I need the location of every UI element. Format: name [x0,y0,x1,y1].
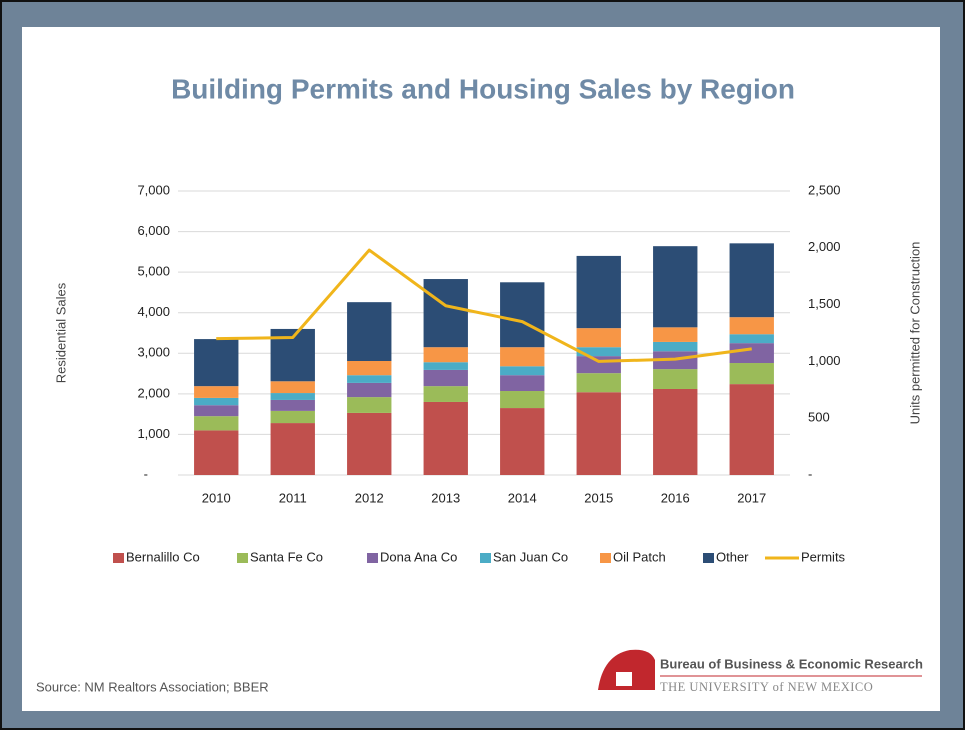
line-series [216,248,752,363]
legend-swatch [237,553,248,563]
bar-segment [500,282,545,348]
bar-segment [729,343,774,364]
x-tick-label: 2017 [737,490,766,505]
logo: Bureau of Business & Economic Research T… [598,649,923,694]
bar-segment [194,416,239,431]
bar-segment [347,360,392,376]
bar-segment [423,347,468,363]
bar-segment [347,382,392,398]
slide-background [22,27,940,711]
legend-label: Oil Patch [613,549,666,564]
y-axis-title: Residential Sales [53,282,68,383]
bar-segment [500,375,545,392]
legend-swatch [480,553,491,563]
y-tick-label: 6,000 [137,223,170,238]
y2-axis-title: Units permitted for Construction [907,242,922,425]
x-tick-label: 2015 [584,490,613,505]
y-tick-label: 3,000 [137,345,170,360]
y-tick-label: 5,000 [137,264,170,279]
legend-swatch [113,553,124,563]
bar-segment [576,328,621,348]
bar-segment [576,392,621,475]
y-tick-label: 1,000 [137,426,170,441]
legend-label: Permits [801,549,846,564]
y-tick-label: 7,000 [137,182,170,197]
y2-tick-label: 500 [808,410,830,425]
bar-segment [194,397,239,406]
bar-segment [347,302,392,361]
bar-segment [347,412,392,475]
legend-swatch [703,553,714,563]
y2-tick-label: - [808,466,812,481]
bar-segment [653,246,698,328]
bar-segment [729,317,774,335]
y-tick-label: 2,000 [137,385,170,400]
bar-segment [576,373,621,393]
bar-segment [423,401,468,475]
x-tick-label: 2014 [508,490,537,505]
bar-segment [576,347,621,357]
bar-segment [500,366,545,376]
x-tick-label: 2016 [661,490,690,505]
bar-segment [270,423,315,475]
bar-segment [347,397,392,413]
bar-segment [423,386,468,402]
logo-org: Bureau of Business & Economic Research [660,656,923,671]
legend-swatch [600,553,611,563]
bar-segment [270,381,315,394]
logo-window [616,672,632,686]
legend-label: Santa Fe Co [250,549,323,564]
bar-segment [729,363,774,385]
bar-segment [194,430,239,475]
source-note: Source: NM Realtors Association; BBER [36,679,269,694]
bar-segment [729,384,774,475]
legend-label: Other [716,549,749,564]
y-tick-label: 4,000 [137,304,170,319]
legend-swatch [367,553,378,563]
bar-segment [500,408,545,475]
y2-tick-label: 2,000 [808,239,841,254]
x-tick-label: 2012 [355,490,384,505]
bar-segment [729,334,774,344]
logo-emblem [598,649,655,690]
bar-segment [653,341,698,352]
bar-segment [423,279,468,348]
legend-label: San Juan Co [493,549,568,564]
y2-tick-label: 1,000 [808,353,841,368]
bar-segment [194,339,239,387]
bar-segment [423,362,468,370]
legend-label: Dona Ana Co [380,549,457,564]
bar-segment [270,399,315,411]
bar-segment [347,375,392,383]
bar-segment [653,327,698,342]
bar-segment [194,405,239,417]
legend-label: Bernalillo Co [126,549,200,564]
x-tick-label: 2013 [431,490,460,505]
bar-segment [653,369,698,389]
x-tick-label: 2011 [279,490,307,505]
bar-segment [500,347,545,367]
bar-segment [423,369,468,387]
bar-segment [576,356,621,374]
y-tick-label: - [144,466,148,481]
bar-segment [576,255,621,329]
bar-segment [653,388,698,475]
y2-tick-label: 1,500 [808,296,841,311]
bar-segment [500,391,545,409]
y2-tick-label: 2,500 [808,182,841,197]
x-tick-label: 2010 [202,490,231,505]
bar-segment [194,386,239,398]
logo-university: THE UNIVERSITY of NEW MEXICO [660,680,873,694]
chart-title: Building Permits and Housing Sales by Re… [171,73,795,104]
bar-segment [270,393,315,400]
bar-segment [270,410,315,424]
bar-segment [729,243,774,318]
